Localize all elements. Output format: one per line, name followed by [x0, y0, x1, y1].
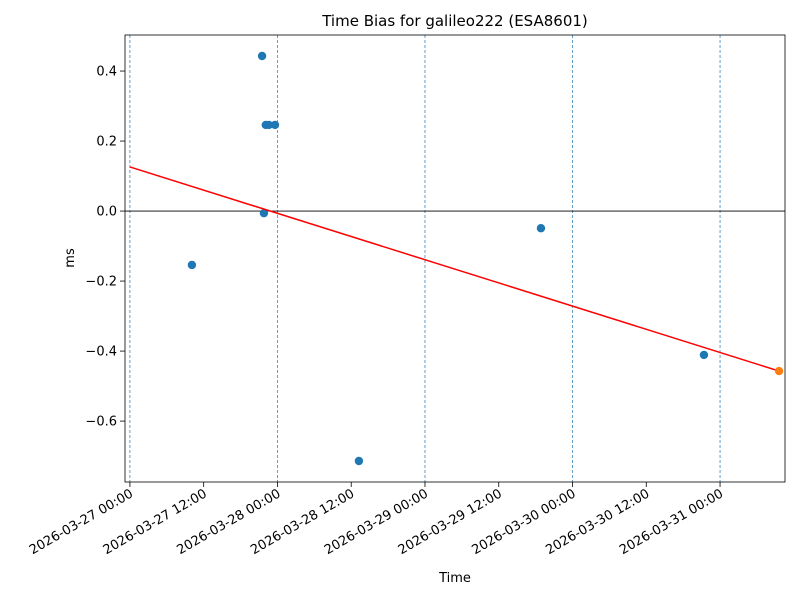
data-point: [354, 456, 364, 466]
y-axis-label: ms: [63, 248, 78, 268]
data-point: [264, 120, 274, 130]
data-point: [187, 260, 197, 270]
data-point: [257, 51, 267, 61]
data-point: [774, 366, 784, 376]
y-tick-label: −0.6: [85, 415, 117, 430]
x-axis-label: Time: [438, 571, 471, 586]
y-tick-label: −0.2: [85, 275, 117, 290]
y-tick-label: 0.0: [96, 205, 117, 220]
plot-frame: [124, 34, 786, 483]
data-point: [699, 350, 709, 360]
fit-line: [129, 166, 780, 372]
y-tick-label: 0.2: [96, 135, 117, 150]
chart-title: Time Bias for galileo222 (ESA8601): [321, 12, 588, 30]
y-tick-label: 0.4: [96, 65, 117, 80]
data-point: [259, 208, 269, 218]
y-tick-label: −0.4: [85, 345, 117, 360]
data-point: [270, 120, 280, 130]
data-point: [536, 224, 546, 233]
